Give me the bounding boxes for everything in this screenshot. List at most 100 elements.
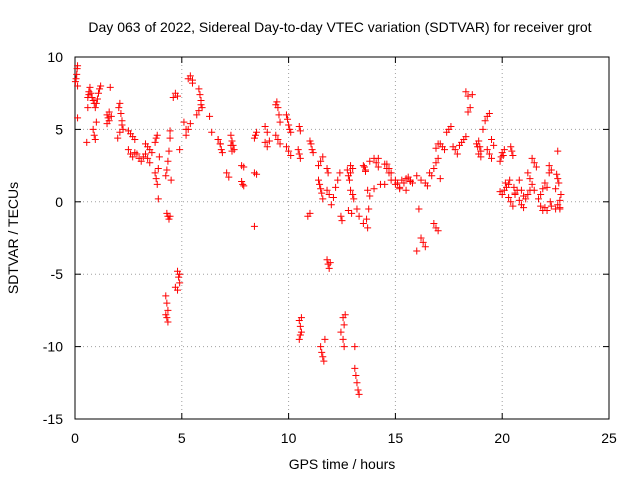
data-point	[526, 175, 534, 183]
data-point	[176, 146, 184, 154]
data-point	[325, 191, 333, 199]
data-point	[464, 108, 472, 116]
data-point	[253, 128, 261, 136]
data-point	[295, 123, 303, 131]
data-point	[323, 256, 331, 264]
data-point	[355, 212, 363, 220]
data-point	[315, 162, 323, 170]
data-point	[349, 164, 357, 172]
data-point	[129, 153, 137, 161]
data-point	[522, 195, 530, 203]
data-point	[364, 224, 372, 232]
data-point	[263, 143, 271, 151]
data-point	[296, 331, 304, 339]
data-point	[366, 157, 374, 165]
data-point	[326, 259, 334, 267]
data-point	[238, 178, 246, 186]
data-point	[227, 141, 235, 149]
data-point	[466, 104, 474, 112]
data-point	[216, 140, 224, 148]
data-point	[451, 146, 459, 154]
data-point	[332, 183, 340, 191]
data-point	[428, 172, 436, 180]
data-point	[545, 162, 553, 170]
data-point	[94, 89, 102, 97]
data-point	[306, 137, 314, 145]
data-point	[119, 125, 127, 133]
data-point	[359, 220, 367, 228]
data-point	[164, 318, 172, 326]
data-point	[355, 390, 363, 398]
data-point	[294, 146, 302, 154]
data-point	[364, 186, 372, 194]
data-point	[273, 98, 281, 106]
data-point	[151, 138, 159, 146]
data-point	[141, 150, 149, 158]
data-point	[547, 202, 555, 210]
x-tick-label: 0	[71, 430, 79, 446]
data-point	[250, 134, 258, 142]
data-point	[545, 169, 553, 177]
data-point	[374, 163, 382, 171]
data-point	[163, 299, 171, 307]
data-point	[206, 112, 214, 120]
data-series	[71, 62, 565, 398]
data-point	[174, 286, 182, 294]
data-point	[413, 172, 421, 180]
data-point	[370, 185, 378, 193]
data-point	[421, 243, 429, 251]
data-point	[349, 191, 357, 199]
data-point	[321, 335, 329, 343]
data-point	[295, 335, 303, 343]
data-point	[193, 111, 201, 119]
data-point	[468, 91, 476, 99]
data-point	[430, 220, 438, 228]
data-point	[340, 321, 348, 329]
data-point	[176, 279, 184, 287]
data-point	[483, 146, 491, 154]
data-point	[348, 209, 356, 217]
data-point	[344, 206, 352, 214]
y-axis-label: SDTVAR / TECUs	[5, 182, 21, 294]
data-point	[274, 136, 282, 144]
data-point	[323, 186, 331, 194]
data-point	[162, 292, 170, 300]
data-point	[96, 85, 104, 93]
data-point	[272, 131, 280, 139]
data-point	[153, 131, 161, 139]
y-tick-label: 5	[55, 121, 63, 137]
data-point	[146, 146, 154, 154]
data-point	[105, 108, 113, 116]
data-point	[286, 125, 294, 133]
data-point	[496, 157, 504, 165]
data-point	[447, 123, 455, 131]
data-point	[508, 147, 516, 155]
data-point	[343, 166, 351, 174]
data-point	[85, 91, 93, 99]
data-point	[317, 185, 325, 193]
data-point	[535, 195, 543, 203]
data-point	[434, 227, 442, 235]
x-axis: 0 5 10 15 20 25	[71, 57, 617, 446]
data-point	[383, 160, 391, 168]
data-point	[308, 146, 316, 154]
data-point	[228, 137, 236, 145]
data-point	[166, 127, 174, 135]
y-tick-label: 0	[55, 194, 63, 210]
data-point	[546, 198, 554, 206]
data-point	[155, 153, 163, 161]
data-point	[539, 185, 547, 193]
data-point	[146, 159, 154, 167]
data-point	[464, 92, 472, 100]
data-point	[164, 306, 172, 314]
data-point	[557, 191, 565, 199]
y-tick-label: -5	[51, 266, 64, 282]
data-point	[89, 96, 97, 104]
data-point	[488, 136, 496, 144]
data-point	[485, 109, 493, 117]
data-point	[500, 146, 508, 154]
data-point	[432, 144, 440, 152]
data-point	[476, 143, 484, 151]
data-point	[72, 75, 80, 83]
